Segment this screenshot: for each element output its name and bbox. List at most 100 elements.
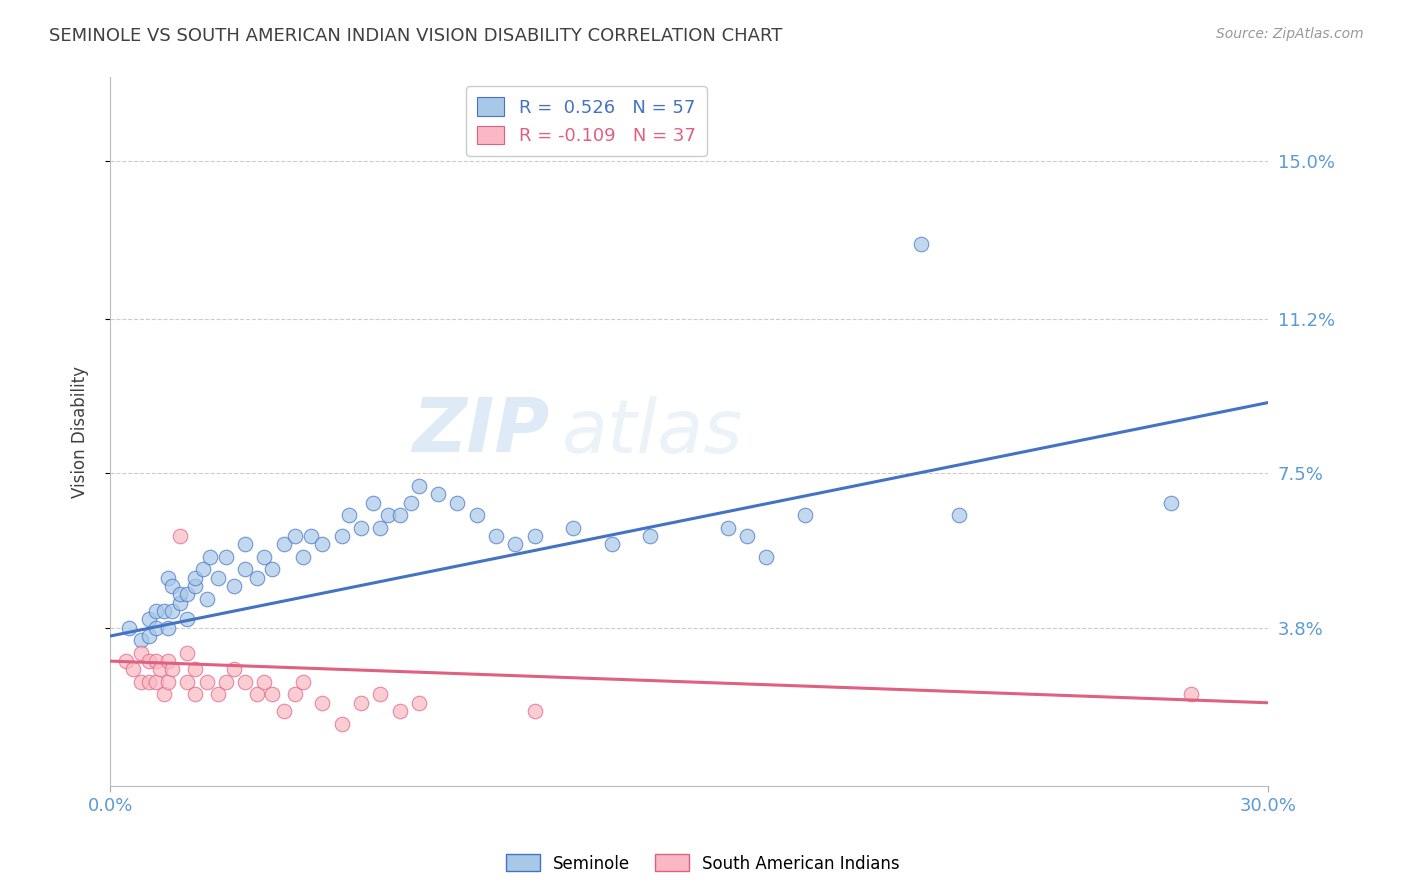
- Point: [176, 612, 198, 626]
- Point: [311, 537, 333, 551]
- Point: [114, 654, 136, 668]
- Point: [184, 579, 207, 593]
- Point: [138, 674, 160, 689]
- Point: [153, 688, 176, 702]
- Legend: R =  0.526   N = 57, R = -0.109   N = 37: R = 0.526 N = 57, R = -0.109 N = 37: [467, 87, 707, 156]
- Point: [523, 529, 546, 543]
- Point: [1160, 496, 1182, 510]
- Point: [118, 621, 141, 635]
- Point: [388, 508, 411, 523]
- Point: [184, 688, 207, 702]
- Point: [145, 654, 167, 668]
- Point: [200, 549, 222, 564]
- Point: [215, 674, 238, 689]
- Text: Source: ZipAtlas.com: Source: ZipAtlas.com: [1216, 27, 1364, 41]
- Point: [377, 508, 399, 523]
- Point: [156, 571, 179, 585]
- Point: [408, 479, 430, 493]
- Point: [640, 529, 662, 543]
- Point: [485, 529, 508, 543]
- Point: [253, 674, 276, 689]
- Point: [156, 621, 179, 635]
- Point: [311, 696, 333, 710]
- Point: [948, 508, 970, 523]
- Point: [138, 654, 160, 668]
- Point: [350, 521, 373, 535]
- Point: [169, 529, 191, 543]
- Point: [446, 496, 468, 510]
- Point: [207, 688, 229, 702]
- Point: [233, 537, 256, 551]
- Point: [138, 612, 160, 626]
- Point: [215, 549, 238, 564]
- Point: [145, 604, 167, 618]
- Point: [273, 537, 295, 551]
- Point: [562, 521, 585, 535]
- Point: [330, 529, 353, 543]
- Point: [153, 604, 176, 618]
- Point: [160, 579, 183, 593]
- Point: [160, 604, 183, 618]
- Point: [292, 549, 315, 564]
- Point: [176, 646, 198, 660]
- Text: ZIP: ZIP: [413, 395, 550, 468]
- Point: [233, 562, 256, 576]
- Point: [156, 674, 179, 689]
- Point: [388, 704, 411, 718]
- Point: [176, 587, 198, 601]
- Point: [350, 696, 373, 710]
- Point: [184, 662, 207, 676]
- Point: [145, 674, 167, 689]
- Point: [160, 662, 183, 676]
- Point: [273, 704, 295, 718]
- Point: [262, 688, 284, 702]
- Point: [793, 508, 815, 523]
- Point: [330, 716, 353, 731]
- Y-axis label: Vision Disability: Vision Disability: [72, 366, 89, 498]
- Point: [195, 591, 218, 606]
- Point: [145, 621, 167, 635]
- Point: [246, 688, 269, 702]
- Point: [222, 662, 245, 676]
- Point: [755, 549, 778, 564]
- Point: [284, 529, 307, 543]
- Point: [191, 562, 214, 576]
- Point: [195, 674, 218, 689]
- Point: [246, 571, 269, 585]
- Point: [284, 688, 307, 702]
- Point: [207, 571, 229, 585]
- Point: [262, 562, 284, 576]
- Point: [222, 579, 245, 593]
- Point: [399, 496, 422, 510]
- Point: [156, 654, 179, 668]
- Point: [1180, 688, 1202, 702]
- Point: [523, 704, 546, 718]
- Point: [368, 688, 391, 702]
- Point: [716, 521, 738, 535]
- Point: [337, 508, 360, 523]
- Point: [169, 596, 191, 610]
- Legend: Seminole, South American Indians: Seminole, South American Indians: [499, 847, 907, 880]
- Point: [368, 521, 391, 535]
- Point: [505, 537, 527, 551]
- Point: [184, 571, 207, 585]
- Point: [138, 629, 160, 643]
- Point: [292, 674, 315, 689]
- Point: [253, 549, 276, 564]
- Point: [129, 646, 152, 660]
- Point: [122, 662, 145, 676]
- Point: [169, 587, 191, 601]
- Point: [233, 674, 256, 689]
- Point: [600, 537, 623, 551]
- Point: [149, 662, 172, 676]
- Point: [408, 696, 430, 710]
- Point: [735, 529, 758, 543]
- Point: [129, 674, 152, 689]
- Text: atlas: atlas: [561, 396, 742, 467]
- Point: [361, 496, 384, 510]
- Point: [910, 237, 932, 252]
- Point: [427, 487, 450, 501]
- Point: [176, 674, 198, 689]
- Text: SEMINOLE VS SOUTH AMERICAN INDIAN VISION DISABILITY CORRELATION CHART: SEMINOLE VS SOUTH AMERICAN INDIAN VISION…: [49, 27, 783, 45]
- Point: [465, 508, 488, 523]
